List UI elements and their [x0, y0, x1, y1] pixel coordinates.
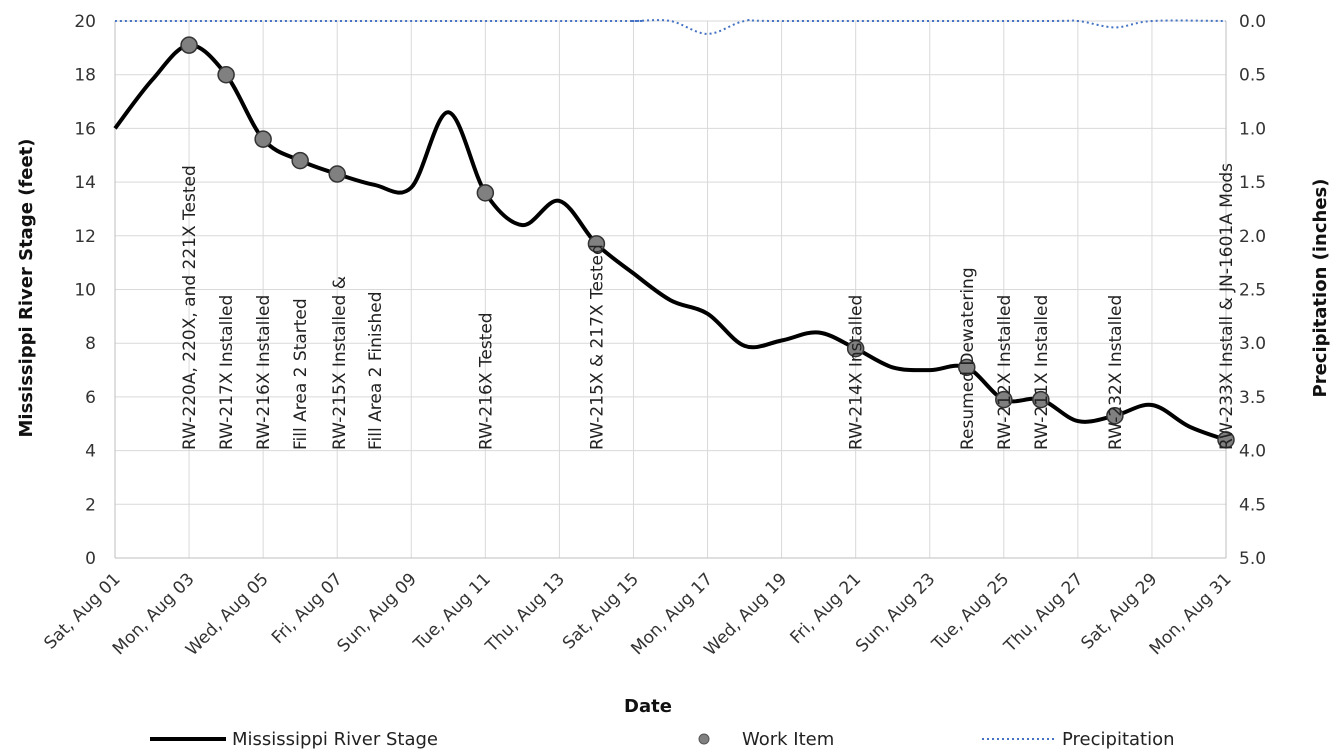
- x-tick-label: Fri, Aug 21: [787, 569, 866, 648]
- y-tick-label: 10: [74, 281, 96, 301]
- legend: Mississippi River Stage Work Item Precip…: [150, 729, 1175, 750]
- work-item-label: Fill Area 2 Started: [291, 298, 311, 450]
- y-tick-label: 2: [85, 495, 96, 515]
- y-tick-label: 12: [74, 227, 96, 247]
- legend-label-river-stage: Mississippi River Stage: [232, 729, 438, 750]
- work-item-label: RW-217X Installed: [217, 295, 237, 450]
- work-item-marker: [958, 358, 976, 377]
- work-item-label: Resumed Dewatering: [958, 267, 978, 450]
- precipitation-line: [115, 19, 1227, 35]
- x-tick-label: Sun, Aug 23: [852, 569, 939, 656]
- y-tick-label: 4: [85, 442, 96, 462]
- y-tick-label: 0: [85, 549, 96, 569]
- work-item-marker: [1032, 390, 1050, 409]
- y2-tick-label: 1.0: [1239, 119, 1266, 139]
- work-item-label: RW-212X Installed: [995, 295, 1015, 450]
- y2-tick-label: 4.0: [1239, 442, 1266, 462]
- y-tick-label: 20: [74, 12, 96, 32]
- work-item-marker: [476, 184, 495, 202]
- y-tick-label: 16: [74, 119, 96, 139]
- y2-tick-label: 2.5: [1239, 281, 1266, 301]
- y-tick-label: 8: [85, 334, 96, 354]
- y2-tick-label: 5.0: [1239, 549, 1266, 569]
- x-tick-label: Thu, Aug 13: [481, 569, 569, 657]
- y-axis-title: Mississippi River Stage (feet): [16, 139, 37, 438]
- work-item-label: RW-215X Installed &: [330, 276, 350, 450]
- work-item-marker: [1106, 406, 1124, 425]
- y2-tick-label: 0.0: [1239, 12, 1266, 32]
- work-item-label: RW-214X Installed: [847, 295, 867, 450]
- river-stage-line: [113, 43, 1227, 442]
- legend-label-precipitation: Precipitation: [1062, 729, 1175, 750]
- y-tick-label: 14: [74, 173, 96, 193]
- x-tick-label: Fri, Aug 07: [268, 569, 347, 648]
- y2-tick-label: 4.5: [1239, 495, 1266, 515]
- y2-tick-label: 2.0: [1239, 227, 1266, 247]
- work-item-marker: [180, 36, 198, 54]
- work-item-label: RW-220A, 220X, and 221X Tested: [180, 165, 200, 450]
- work-item-label: RW-216X Installed: [254, 295, 274, 450]
- grid-layer: [114, 20, 1227, 559]
- y2-tick-label: 0.5: [1239, 66, 1266, 86]
- work-item-label: RW-211X Installed: [1032, 295, 1052, 450]
- work-item-marker: [217, 65, 235, 84]
- y2-tick-label: 3.5: [1239, 388, 1266, 408]
- annotation-layer: RW-220A, 220X, and 221X Tested RW-217X In…: [180, 163, 1237, 450]
- work-item-label: RW-233X Install & JN-1601A Mods: [1217, 163, 1237, 450]
- work-item-marker: [291, 151, 309, 170]
- legend-label-work-item: Work Item: [742, 729, 834, 750]
- y2-tick-label: 1.5: [1239, 173, 1266, 193]
- work-item-label: RW-215X & 217X Tested: [587, 244, 607, 450]
- y-tick-label: 6: [85, 388, 96, 408]
- work-item-label: Fill Area 2 Finished: [366, 291, 386, 450]
- y2-axis-title: Precipitation (inches): [1310, 179, 1331, 398]
- y2-tick-label: 3.0: [1239, 334, 1266, 354]
- work-item-marker: [846, 339, 865, 358]
- legend-swatch-work-item: [698, 733, 710, 745]
- series-layer: [113, 19, 1235, 449]
- work-item-marker: [995, 390, 1013, 409]
- work-item-label: RW-216X Tested: [476, 312, 496, 450]
- x-tick-label: Sun, Aug 09: [334, 569, 421, 656]
- y-tick-label: 18: [74, 66, 96, 86]
- work-item-label: RW-232X Installed: [1106, 295, 1126, 450]
- work-item-marker: [328, 165, 346, 183]
- work-item-marker: [254, 130, 272, 148]
- x-tick-label: Thu, Aug 27: [1000, 569, 1088, 657]
- x-axis-title: Date: [624, 696, 672, 717]
- work-item-marker: [587, 235, 606, 253]
- work-item-marker: [1217, 431, 1235, 449]
